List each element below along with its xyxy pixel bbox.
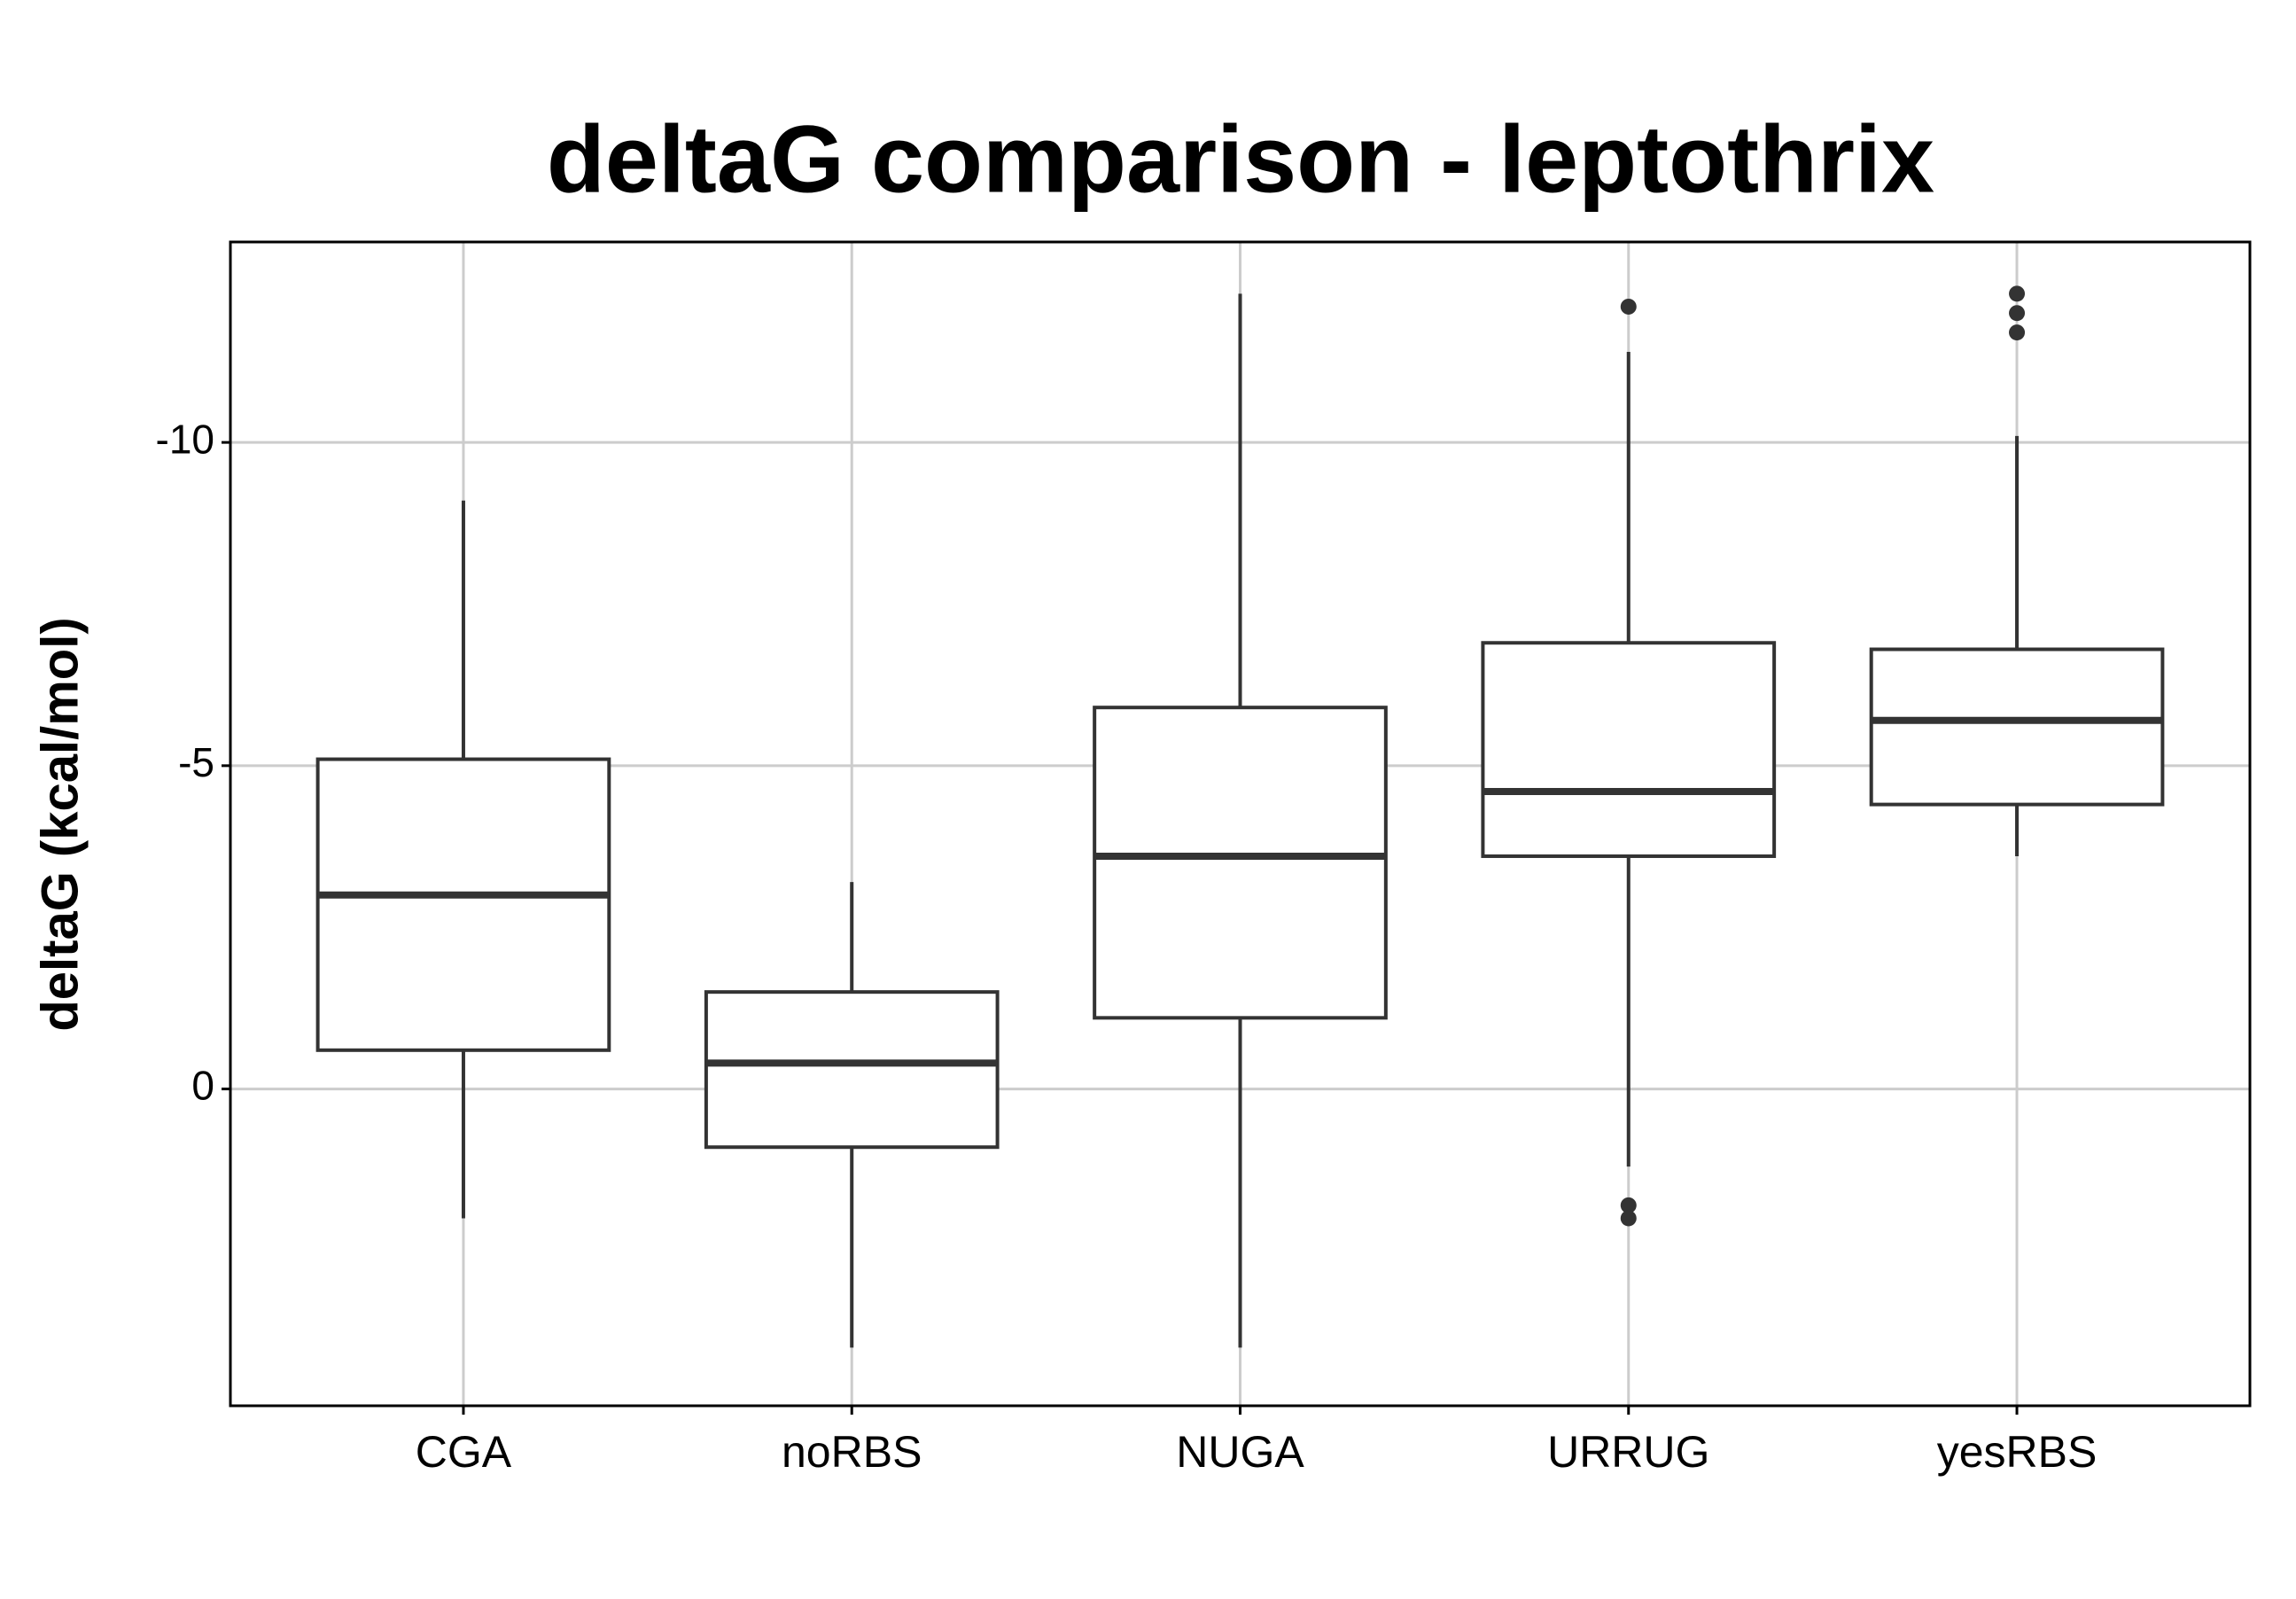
chart-title: deltaG comparison - leptothrix	[547, 105, 1934, 213]
y-tick-label: -10	[156, 416, 214, 462]
outlier	[2009, 305, 2026, 322]
box	[1481, 641, 1777, 858]
y-tick-label: 0	[191, 1063, 214, 1109]
x-tick-label: noRBS	[782, 1427, 922, 1477]
box	[1869, 647, 2165, 807]
y-tick-label: -5	[178, 739, 214, 785]
box	[315, 757, 611, 1052]
outlier	[1620, 1210, 1637, 1227]
panel-border	[229, 240, 2252, 1408]
box	[704, 990, 1000, 1150]
outlier	[1620, 298, 1637, 315]
x-tick-label: yesRBS	[1937, 1427, 2098, 1477]
y-axis-title: deltaG (kcal/mol)	[31, 617, 89, 1031]
outlier	[2009, 324, 2026, 341]
x-tick-label: CGA	[416, 1427, 512, 1477]
x-tick-label: NUGA	[1176, 1427, 1304, 1477]
x-tick-label: URRUG	[1547, 1427, 1709, 1477]
box	[1093, 706, 1388, 1020]
outlier	[1620, 1197, 1637, 1213]
outlier	[2009, 285, 2026, 302]
